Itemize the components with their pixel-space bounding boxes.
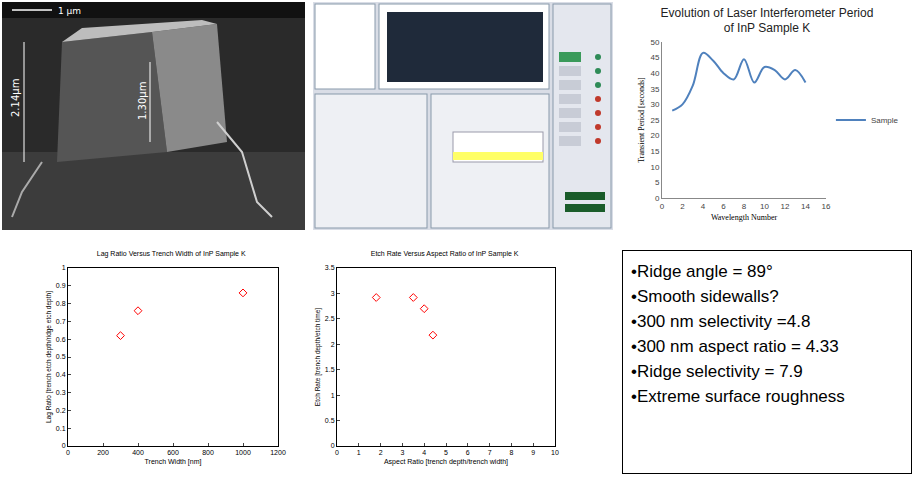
svg-text:0.8: 0.8: [56, 300, 66, 307]
svg-text:0.1: 0.1: [56, 425, 66, 432]
svg-text:Lag Ratio [trench etch depth/r: Lag Ratio [trench etch depth/ridge etch …: [45, 291, 53, 423]
svg-text:200: 200: [97, 449, 109, 456]
html-text:•300 nm aspect ratio = 4.33: •300 nm aspect ratio = 4.33: [631, 337, 839, 356]
svg-text:Etch Rate [trench depth/etch t: Etch Rate [trench depth/etch time]: [314, 308, 322, 406]
svg-text:3.5: 3.5: [325, 264, 335, 271]
svg-text:10: 10: [551, 449, 559, 456]
svg-text:0: 0: [331, 442, 335, 449]
svg-text:3: 3: [331, 290, 335, 297]
svg-text:12: 12: [781, 202, 790, 211]
html-text:•Smooth sidewalls?: •Smooth sidewalls?: [631, 287, 779, 306]
svg-text:1.5: 1.5: [325, 366, 335, 373]
svg-text:2: 2: [379, 449, 383, 456]
html-text:•300 nm selectivity =4.8: •300 nm selectivity =4.8: [631, 312, 811, 331]
svg-text:1.30µm: 1.30µm: [137, 82, 148, 120]
svg-text:0: 0: [62, 442, 66, 449]
svg-text:7: 7: [488, 449, 492, 456]
svg-text:0.9: 0.9: [56, 282, 66, 289]
svg-text:1: 1: [62, 264, 66, 271]
svg-text:0.6: 0.6: [56, 336, 66, 343]
svg-text:16: 16: [822, 202, 831, 211]
svg-text:Aspect Ratio [trench depth/tre: Aspect Ratio [trench depth/trench width]: [384, 458, 508, 466]
svg-text:2: 2: [331, 341, 335, 348]
svg-text:0.2: 0.2: [56, 407, 66, 414]
svg-text:0.4: 0.4: [56, 371, 66, 378]
svg-text:45: 45: [650, 53, 659, 62]
svg-text:50: 50: [650, 38, 659, 47]
svg-text:0.5: 0.5: [325, 417, 335, 424]
svg-text:9: 9: [531, 449, 535, 456]
svg-text:6: 6: [466, 449, 470, 456]
svg-text:0: 0: [66, 449, 70, 456]
svg-text:15: 15: [650, 147, 659, 156]
svg-text:14: 14: [801, 202, 810, 211]
svg-text:25: 25: [650, 116, 659, 125]
svg-text:1: 1: [331, 392, 335, 399]
svg-text:40: 40: [650, 69, 659, 78]
svg-text:2.5: 2.5: [325, 315, 335, 322]
svg-text:1: 1: [357, 449, 361, 456]
svg-text:Lag Ratio Versus Trench Width: Lag Ratio Versus Trench Width of InP Sam…: [97, 250, 246, 258]
svg-text:0: 0: [335, 449, 339, 456]
svg-text:6: 6: [721, 202, 726, 211]
svg-text:10: 10: [650, 163, 659, 172]
svg-text:Etch Rate Versus Aspect Ratio: Etch Rate Versus Aspect Ratio of InP Sam…: [371, 250, 519, 258]
svg-text:Wavelength Number: Wavelength Number: [711, 213, 778, 222]
svg-text:Evolution of Laser Interferome: Evolution of Laser Interferometer Period…: [661, 6, 874, 36]
svg-text:5: 5: [655, 178, 660, 187]
svg-text:30: 30: [650, 100, 659, 109]
svg-text:5: 5: [444, 449, 448, 456]
svg-text:4: 4: [701, 202, 706, 211]
html-text:•Ridge angle = 89°: •Ridge angle = 89°: [631, 262, 773, 281]
svg-text:20: 20: [650, 131, 659, 140]
svg-text:8: 8: [742, 202, 747, 211]
svg-text:8: 8: [509, 449, 513, 456]
svg-text:0.7: 0.7: [56, 318, 66, 325]
svg-text:10: 10: [760, 202, 769, 211]
svg-text:2: 2: [680, 202, 685, 211]
svg-text:1 µm: 1 µm: [58, 6, 81, 16]
svg-text:4: 4: [422, 449, 426, 456]
svg-text:0.5: 0.5: [56, 353, 66, 360]
svg-text:Trench Width [nm]: Trench Width [nm]: [145, 458, 202, 466]
svg-text:Transient Period [seconds]: Transient Period [seconds]: [637, 77, 646, 163]
svg-text:400: 400: [132, 449, 144, 456]
svg-text:800: 800: [202, 449, 214, 456]
svg-text:35: 35: [650, 85, 659, 94]
svg-text:Sample: Sample: [871, 116, 899, 125]
svg-text:1200: 1200: [270, 449, 286, 456]
html-text:•Ridge selectivity = 7.9: •Ridge selectivity = 7.9: [631, 362, 803, 381]
svg-text:1000: 1000: [235, 449, 251, 456]
svg-text:600: 600: [167, 449, 179, 456]
svg-text:0.3: 0.3: [56, 389, 66, 396]
svg-text:2.14µm: 2.14µm: [10, 79, 21, 117]
html-text:•Extreme surface roughness: •Extreme surface roughness: [631, 387, 845, 406]
svg-text:0: 0: [655, 194, 660, 203]
svg-text:0: 0: [660, 202, 665, 211]
svg-text:3: 3: [400, 449, 404, 456]
